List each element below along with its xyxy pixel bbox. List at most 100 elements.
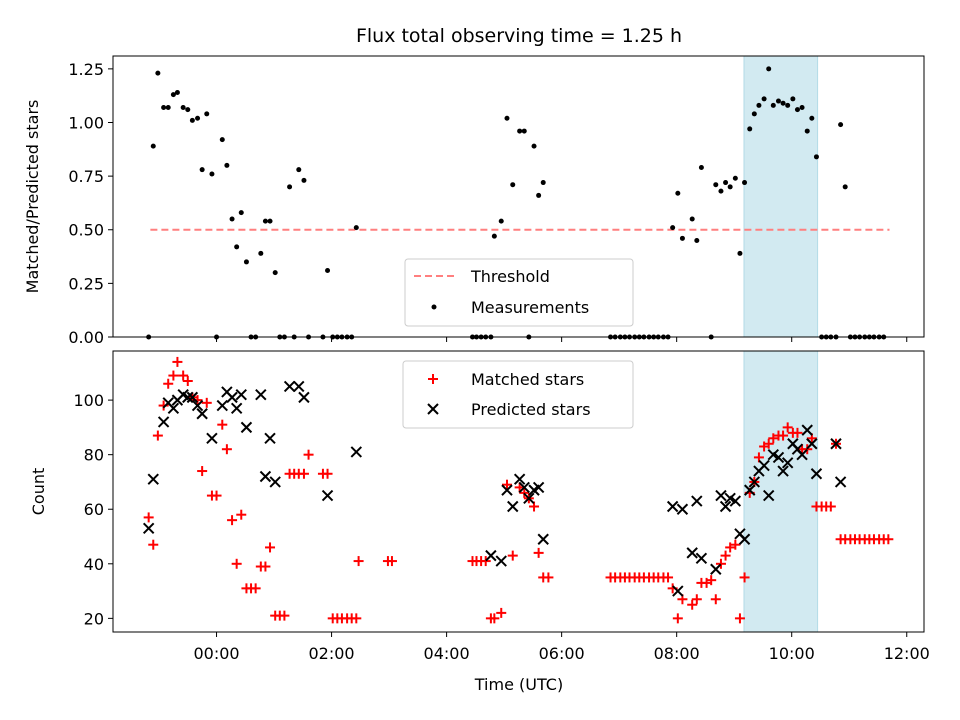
measurement-point: [780, 100, 786, 106]
predicted-point: [182, 391, 194, 404]
predicted-point: [226, 391, 238, 404]
measurement-point: [174, 89, 180, 95]
matched-point: [211, 490, 222, 501]
matched-point: [802, 444, 813, 455]
predicted-point: [532, 481, 545, 494]
predicted-point: [206, 432, 218, 445]
predicted-point: [196, 408, 208, 420]
measurement-point: [287, 184, 293, 190]
x-ticks: 00:00 02:00 04:00 06:00 08:00 10:00 12:00: [193, 632, 930, 663]
predicted-point: [485, 549, 497, 562]
measurement-point: [325, 268, 331, 274]
matched-points: [143, 356, 894, 624]
measurement-point: [504, 115, 510, 121]
measurement-point: [258, 250, 264, 256]
measurement-point: [747, 126, 753, 132]
measurement-point: [809, 115, 815, 121]
measurement-point: [180, 104, 186, 110]
matched-point: [152, 430, 163, 441]
measurement-point: [296, 167, 302, 173]
predicted-point: [142, 522, 155, 535]
predicted-point: [710, 563, 722, 575]
matched-point: [687, 599, 698, 610]
measurement-point: [209, 171, 215, 177]
matched-point: [197, 466, 208, 477]
highlight-band-rect: [743, 350, 819, 633]
predicted-point: [495, 555, 507, 567]
measurement-point: [761, 96, 767, 102]
matched-point: [265, 542, 276, 553]
measurement-point: [170, 92, 176, 98]
x-tick-label: 00:00: [193, 644, 239, 663]
legend-matched-swatch: [428, 374, 438, 384]
measurement-point: [189, 117, 195, 123]
predicted-point: [216, 399, 228, 412]
measurement-point: [204, 111, 210, 117]
ratio-y-ticks: 0.00 0.25 0.50 0.75 1.00 1.25: [68, 60, 113, 347]
ratio-panel: 0.00 0.25 0.50 0.75 1.00 1.25 Matched/Predict…: [23, 55, 925, 347]
measurement-point: [234, 244, 240, 250]
measurement-point: [723, 180, 729, 186]
measurement-point: [670, 225, 676, 231]
predicted-point: [781, 457, 794, 469]
measurement-point: [238, 210, 244, 216]
counts-plot-frame: [112, 350, 925, 633]
predicted-point: [686, 547, 698, 559]
y-tick-label: 40: [84, 555, 104, 574]
legend-predicted-swatch: [427, 403, 439, 415]
predicted-point: [715, 489, 727, 502]
matched-point: [507, 550, 518, 561]
matched-point: [519, 487, 530, 498]
matched-point: [739, 572, 750, 583]
predicted-point: [293, 380, 305, 393]
measurement-point: [229, 216, 235, 222]
predicted-point: [157, 416, 170, 428]
predicted-point: [834, 476, 847, 488]
y-tick-label: 100: [73, 391, 104, 410]
matched-point: [715, 558, 726, 569]
predicted-point: [513, 473, 526, 485]
measurement-point: [742, 180, 748, 186]
predicted-point: [772, 451, 785, 464]
chart-title: Flux total observing time = 1.25 h: [356, 25, 682, 47]
ratio-legend: Threshold Measurements: [404, 258, 634, 327]
matched-point: [236, 509, 247, 520]
counts-y-ticks: 20 40 60 80 100: [73, 391, 113, 628]
predicted-point: [191, 399, 204, 412]
matched-point: [221, 444, 232, 455]
predicted-point: [298, 391, 310, 404]
measurement-point: [679, 235, 685, 241]
ratio-plot-frame: [112, 55, 925, 338]
measurement-point: [267, 218, 273, 224]
y-tick-label: 0.00: [68, 328, 104, 347]
measurement-point: [243, 259, 249, 265]
matched-point: [691, 594, 702, 605]
predicted-point: [259, 470, 272, 483]
matched-point: [489, 613, 500, 624]
legend-predicted-label: Predicted stars: [471, 400, 591, 419]
counts-panel: 20 40 60 80 100 00:00 02:00 04:00 06:00 08:00 10:…: [29, 350, 930, 694]
matched-point: [883, 534, 894, 545]
measurement-point: [766, 66, 772, 72]
legend-threshold-label: Threshold: [470, 267, 550, 286]
matched-point: [792, 427, 803, 438]
measurement-point: [155, 70, 161, 76]
matched-point: [706, 575, 717, 586]
predicted-points: [142, 380, 847, 597]
ratio-y-axis-label: Matched/Predicted stars: [23, 100, 42, 294]
highlight-band-rect: [743, 55, 819, 338]
measurement-point: [713, 182, 719, 188]
predicted-point: [283, 380, 296, 393]
predicted-point: [758, 459, 770, 472]
matched-point: [351, 613, 362, 624]
predicted-point: [748, 476, 761, 488]
measurement-point: [698, 165, 704, 171]
predicted-point: [230, 402, 243, 414]
matched-point: [322, 468, 333, 479]
predicted-point: [264, 432, 276, 445]
matched-point: [182, 376, 193, 387]
measurement-point: [842, 184, 848, 190]
measurement-point: [491, 233, 497, 239]
legend-measurements-label: Measurements: [471, 298, 589, 317]
matched-point: [720, 550, 731, 561]
